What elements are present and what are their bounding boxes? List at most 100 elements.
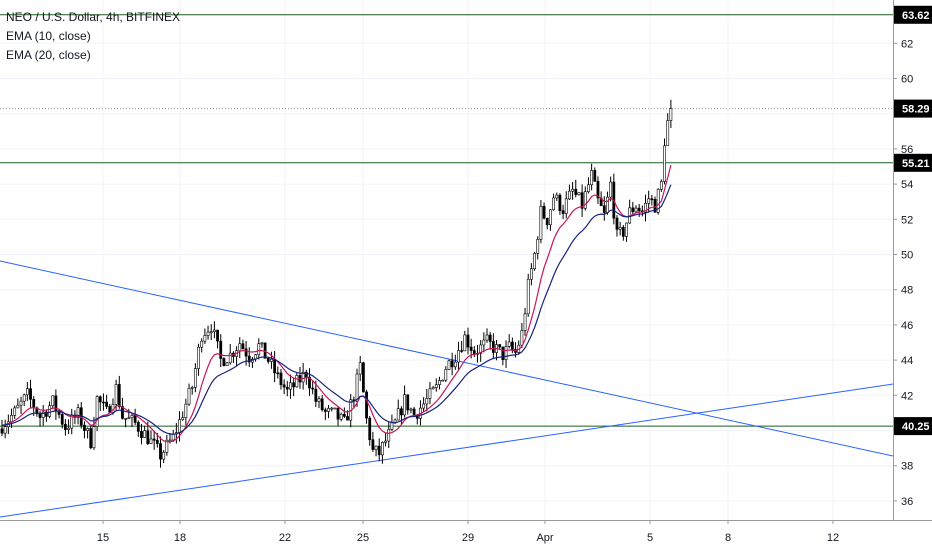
candle	[529, 263, 533, 286]
time-tick-label[interactable]: 5	[647, 532, 653, 544]
candle-body	[41, 411, 45, 418]
candle-body	[190, 387, 194, 389]
candle-body	[143, 430, 147, 438]
candle-body	[491, 341, 495, 353]
symbol-title[interactable]: NEO / U.S. Dollar, 4h, BITFINEX	[6, 10, 181, 24]
candle-body	[450, 360, 454, 368]
candle-body	[412, 408, 416, 416]
trendline-descending[interactable]	[0, 260, 894, 457]
time-tick-label[interactable]: 8	[725, 532, 731, 544]
time-tick-label[interactable]: 18	[174, 532, 186, 544]
candle	[539, 200, 543, 244]
candle-body	[238, 343, 242, 351]
candle-body	[542, 206, 546, 219]
candle-body	[403, 394, 406, 416]
price-tick-label[interactable]: 46	[901, 320, 913, 332]
candle-body	[102, 401, 105, 404]
level-tag-63.62-bg	[894, 5, 932, 24]
candle	[165, 434, 169, 456]
candle-body	[0, 428, 4, 434]
price-tick-label[interactable]: 36	[901, 496, 913, 508]
candle-body	[19, 400, 23, 406]
candle	[406, 394, 410, 415]
candle	[631, 201, 635, 216]
candle	[523, 307, 527, 336]
candle	[263, 342, 267, 359]
candle	[425, 389, 429, 412]
candle	[159, 436, 162, 468]
candle	[121, 397, 124, 420]
price-tick-label[interactable]: 56	[901, 144, 913, 156]
candle	[621, 224, 625, 241]
candle	[22, 393, 26, 407]
candle-body	[466, 334, 470, 348]
price-tick-label[interactable]: 60	[901, 74, 913, 86]
candle	[361, 361, 365, 393]
ema-10-label[interactable]: EMA (10, close)	[6, 29, 91, 43]
trendlines[interactable]	[0, 260, 894, 518]
candle-body	[434, 384, 438, 388]
price-tick-label[interactable]: 62	[901, 38, 913, 50]
candle	[438, 376, 441, 390]
candle-body	[564, 198, 568, 214]
candle-body	[545, 217, 549, 226]
horizontal-levels[interactable]	[0, 14, 893, 427]
time-tick-label[interactable]: 12	[827, 532, 839, 544]
candle	[590, 163, 594, 191]
candle	[270, 351, 273, 369]
time-axis[interactable]: 15 18 22 25 29 Apr 5 8 12	[0, 520, 932, 544]
time-tick-label[interactable]: Apr	[536, 532, 553, 544]
candle-body	[244, 348, 248, 357]
candle	[336, 407, 340, 426]
candle-body	[200, 340, 204, 348]
price-tick-label[interactable]: 52	[901, 214, 913, 226]
candle	[232, 351, 235, 364]
candle	[561, 204, 565, 220]
trendline-ascending[interactable]	[0, 383, 894, 518]
candle-body	[583, 191, 587, 209]
time-tick-label[interactable]: 22	[279, 532, 291, 544]
candle	[130, 413, 134, 428]
candle-body	[165, 439, 169, 453]
candle-body	[365, 391, 368, 419]
price-tick-label[interactable]: 44	[901, 355, 913, 367]
candle	[219, 334, 223, 368]
candle	[428, 381, 432, 405]
candle	[200, 338, 204, 353]
candle-body	[308, 376, 311, 389]
price-tick-label[interactable]: 54	[901, 179, 913, 191]
candle-body	[263, 342, 267, 359]
candle	[466, 327, 470, 355]
price-tick-label[interactable]: 42	[901, 390, 913, 402]
candle-body	[162, 452, 166, 460]
candle-body	[346, 416, 349, 421]
candle-body	[168, 439, 172, 442]
price-tags: 63.62 55.21 40.25 58.29	[894, 5, 932, 436]
candle-body	[333, 407, 337, 410]
candle	[238, 337, 242, 359]
price-tick-label[interactable]: 38	[901, 461, 913, 473]
candle	[197, 343, 200, 376]
candle-body	[625, 222, 628, 237]
candle	[504, 340, 508, 368]
candle-body	[380, 442, 384, 456]
time-tick-label[interactable]: 25	[357, 532, 369, 544]
candle-body	[438, 380, 441, 385]
candle-body	[83, 424, 86, 431]
price-tick-label[interactable]: 50	[901, 250, 913, 262]
candle-body	[602, 205, 606, 213]
ema-20-label[interactable]: EMA (20, close)	[6, 48, 91, 62]
time-tick-label[interactable]: 29	[462, 532, 474, 544]
candle	[593, 167, 597, 182]
candle-body	[371, 439, 375, 450]
price-axis[interactable]: 3638404244464850525456586062	[893, 0, 913, 520]
time-tick-label[interactable]: 15	[97, 532, 109, 544]
candle-body	[396, 408, 400, 421]
candle	[387, 421, 391, 449]
candle-body	[406, 394, 410, 411]
price-tick-label[interactable]: 48	[901, 285, 913, 297]
candle	[339, 412, 343, 422]
candle	[444, 366, 448, 383]
candle	[609, 176, 613, 202]
